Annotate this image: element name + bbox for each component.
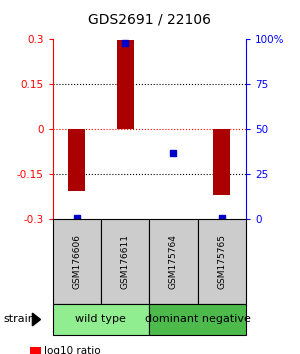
Text: dominant negative: dominant negative bbox=[145, 314, 250, 325]
Bar bbox=[68, 129, 85, 191]
Text: GSM176611: GSM176611 bbox=[121, 234, 130, 290]
Bar bbox=[117, 40, 134, 129]
Polygon shape bbox=[32, 313, 40, 326]
Text: GSM175765: GSM175765 bbox=[217, 234, 226, 290]
Bar bbox=[213, 129, 230, 195]
Text: GSM176606: GSM176606 bbox=[72, 234, 81, 290]
Text: wild type: wild type bbox=[75, 314, 126, 325]
Text: strain: strain bbox=[3, 314, 35, 325]
Text: GSM175764: GSM175764 bbox=[169, 234, 178, 290]
Text: GDS2691 / 22106: GDS2691 / 22106 bbox=[88, 12, 212, 27]
Text: log10 ratio: log10 ratio bbox=[44, 346, 100, 354]
